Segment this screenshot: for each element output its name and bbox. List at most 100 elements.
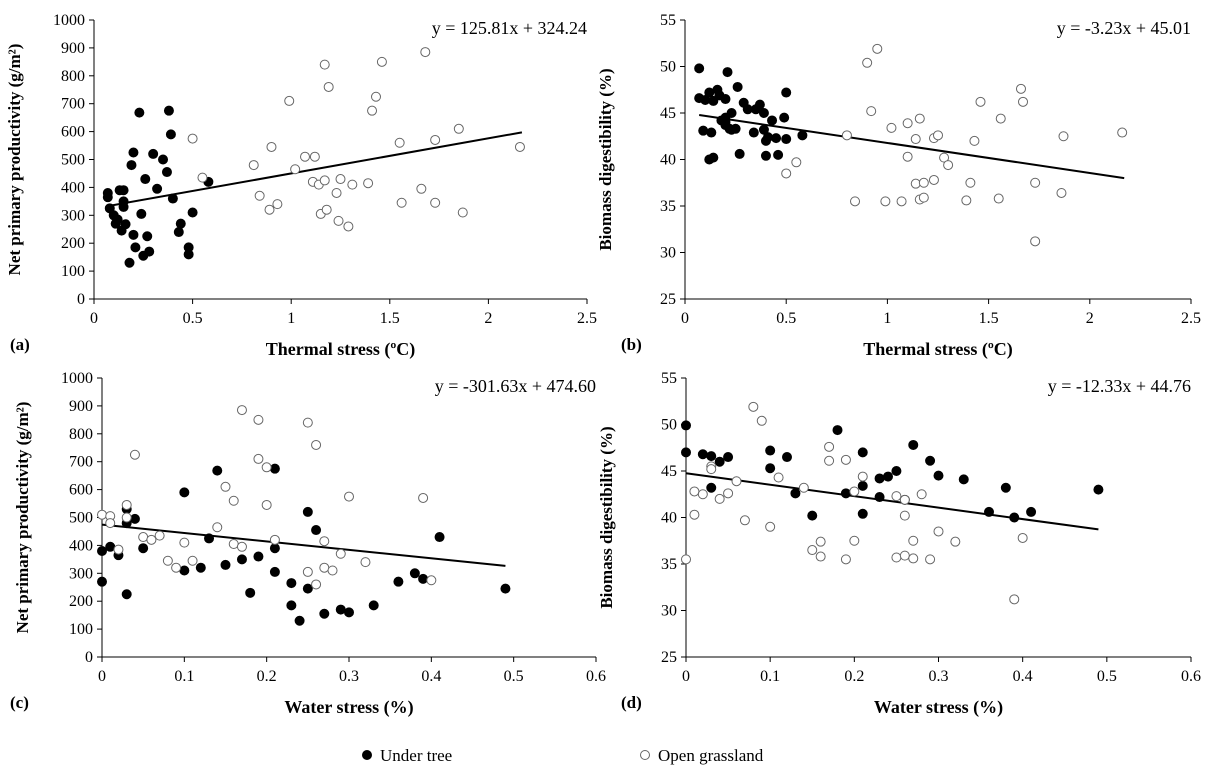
point-open-grassland xyxy=(416,183,427,194)
point-open-grassland xyxy=(309,151,320,162)
point-open-grassland xyxy=(236,541,247,552)
point-under-tree xyxy=(344,607,354,618)
point-open-grassland xyxy=(236,405,247,416)
point-under-tree xyxy=(136,208,147,219)
point-under-tree xyxy=(409,568,420,579)
panel-d: 25 30 35 40 45 50 55 0 0.1 0.2 0.3 0.4 0.5 0.6 Water s… xyxy=(597,370,1201,718)
point-open-grassland xyxy=(840,554,851,565)
x-tick-label: 0.1 xyxy=(760,668,780,685)
point-open-grassland xyxy=(910,134,921,145)
point-open-grassland xyxy=(220,481,231,492)
point-under-tree xyxy=(807,510,818,521)
point-under-tree xyxy=(714,456,725,467)
point-open-grassland xyxy=(197,172,208,183)
point-open-grassland xyxy=(113,544,124,555)
point-under-tree xyxy=(245,587,256,598)
point-open-grassland xyxy=(765,521,776,532)
point-open-grassland xyxy=(129,449,140,460)
legend-label-open-grassland: Open grassland xyxy=(658,746,764,765)
point-open-grassland xyxy=(910,178,921,189)
x-tick-label: 0.2 xyxy=(844,668,864,685)
point-under-tree xyxy=(126,160,137,171)
point-under-tree xyxy=(874,492,885,503)
point-under-tree xyxy=(434,532,445,543)
y-tick-label: 35 xyxy=(661,556,677,573)
point-open-grassland xyxy=(1056,187,1067,198)
x-axis-label: Thermal stress (ºC) xyxy=(863,339,1013,360)
point-under-tree xyxy=(269,543,280,554)
point-under-tree xyxy=(771,133,782,144)
y-axis-label: Biomass digestibility (%) xyxy=(596,68,615,250)
point-open-grassland xyxy=(426,575,437,586)
y-tick-label: 100 xyxy=(61,263,85,280)
trend-equation: y = -301.63x + 474.60 xyxy=(435,376,596,396)
point-under-tree xyxy=(734,148,745,159)
point-under-tree xyxy=(161,167,172,178)
point-under-tree xyxy=(698,125,709,136)
panel-label: (b) xyxy=(621,335,642,354)
point-open-grassland xyxy=(430,134,441,145)
y-tick-label: 900 xyxy=(61,40,85,57)
point-open-grassland xyxy=(908,535,919,546)
y-tick-label: 700 xyxy=(69,454,93,471)
point-under-tree xyxy=(723,452,734,463)
trend-line xyxy=(699,114,1125,180)
point-open-grassland xyxy=(815,536,826,547)
point-open-grassland xyxy=(363,178,374,189)
point-open-grassland xyxy=(266,141,277,152)
point-under-tree xyxy=(97,576,107,587)
x-tick-label: 0 xyxy=(98,668,106,685)
point-open-grassland xyxy=(1015,83,1026,94)
point-under-tree xyxy=(832,425,843,436)
point-open-grassland xyxy=(370,91,381,102)
point-under-tree xyxy=(144,246,155,257)
point-under-tree xyxy=(782,452,792,463)
x-tick-label: 0.5 xyxy=(504,668,524,685)
x-tick-label: 0.5 xyxy=(1097,668,1117,685)
point-under-tree xyxy=(1026,506,1037,517)
point-under-tree xyxy=(183,249,194,260)
point-under-tree xyxy=(118,201,129,212)
point-open-grassland xyxy=(376,56,387,67)
point-open-grassland xyxy=(261,499,272,510)
point-open-grassland xyxy=(850,196,861,207)
point-open-grassland xyxy=(849,486,860,497)
point-open-grassland xyxy=(171,562,182,573)
x-axis-label: Water stress (%) xyxy=(874,697,1003,718)
point-open-grassland xyxy=(697,489,708,500)
point-open-grassland xyxy=(254,190,265,201)
point-open-grassland xyxy=(367,105,378,116)
point-open-grassland xyxy=(891,552,902,563)
point-open-grassland xyxy=(928,174,939,185)
point-open-grassland xyxy=(689,486,700,497)
y-tick-label: 25 xyxy=(660,291,676,308)
point-open-grassland xyxy=(331,187,342,198)
y-tick-label: 0 xyxy=(77,291,85,308)
panel-b: 25 30 35 40 45 50 55 0 0.5 1 1.5 2 2.5 Thermal stress… xyxy=(596,12,1201,360)
legend-label-under-tree: Under tree xyxy=(380,746,452,765)
y-tick-label: 700 xyxy=(61,96,85,113)
x-tick-label: 0.3 xyxy=(339,668,359,685)
y-tick-label: 40 xyxy=(661,510,677,527)
point-open-grassland xyxy=(714,493,725,504)
point-under-tree xyxy=(124,257,135,268)
point-under-tree xyxy=(152,183,163,194)
trend-line xyxy=(101,523,506,567)
point-open-grassland xyxy=(824,441,835,452)
point-open-grassland xyxy=(105,518,116,529)
point-under-tree xyxy=(286,578,297,589)
legend-marker-under-tree xyxy=(362,750,372,760)
point-open-grassland xyxy=(1009,594,1020,605)
point-open-grassland xyxy=(918,177,929,188)
point-open-grassland xyxy=(1018,96,1029,107)
y-tick-label: 600 xyxy=(69,482,93,499)
y-tick-label: 45 xyxy=(661,463,677,480)
point-open-grassland xyxy=(420,47,431,58)
point-open-grassland xyxy=(121,512,132,523)
point-open-grassland xyxy=(781,168,792,179)
point-under-tree xyxy=(158,154,169,165)
y-tick-label: 55 xyxy=(660,12,676,29)
point-under-tree xyxy=(773,149,784,160)
point-open-grassland xyxy=(1058,131,1069,142)
point-under-tree xyxy=(722,67,733,78)
